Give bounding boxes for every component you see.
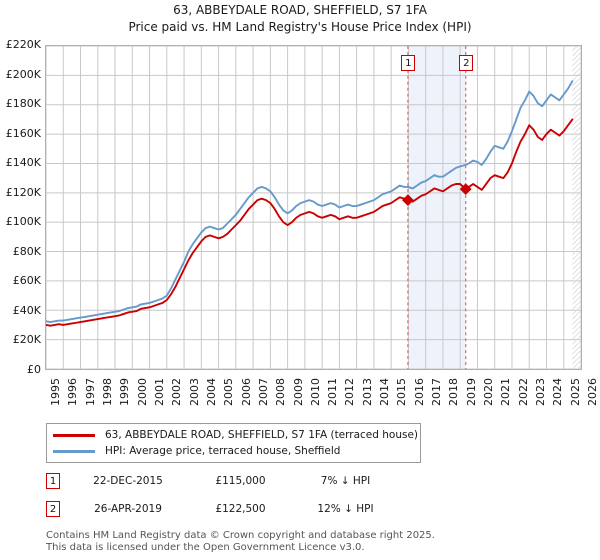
x-axis-tick-label: 2008 bbox=[274, 378, 288, 406]
x-axis-tick-label: 2020 bbox=[482, 378, 496, 406]
transaction-date-2: 26-APR-2019 bbox=[94, 503, 162, 515]
x-axis-tick-label: 2003 bbox=[187, 378, 201, 406]
x-axis-tick-label: 1998 bbox=[100, 378, 114, 406]
x-axis-tick-label: 2023 bbox=[534, 378, 548, 406]
y-axis-tick-label: £180K bbox=[5, 97, 41, 111]
chart-plot-area bbox=[45, 45, 582, 370]
plot-marker-label-2: 2 bbox=[459, 55, 474, 71]
x-axis-tick-label: 2024 bbox=[551, 378, 565, 406]
x-axis-tick-label: 2000 bbox=[135, 378, 149, 406]
x-axis-tick-label: 2001 bbox=[152, 378, 166, 406]
legend-label-price-paid: 63, ABBEYDALE ROAD, SHEFFIELD, S7 1FA (t… bbox=[105, 429, 419, 441]
x-axis-tick-label: 2016 bbox=[412, 378, 426, 406]
series-line-0 bbox=[46, 118, 574, 327]
y-axis-tick-label: £200K bbox=[5, 67, 41, 81]
transaction-badge-1: 1 bbox=[46, 473, 60, 489]
legend-label-hpi: HPI: Average price, terraced house, Shef… bbox=[105, 445, 341, 457]
x-axis-tick-label: 2010 bbox=[308, 378, 322, 406]
transaction-row: 1 22-DEC-2015 £115,000 7% ↓ HPI bbox=[46, 472, 426, 490]
title-line-2: Price paid vs. HM Land Registry's House … bbox=[128, 20, 472, 34]
x-axis-tick-label: 2014 bbox=[378, 378, 392, 406]
x-axis-tick-label: 2013 bbox=[360, 378, 374, 406]
x-axis-tick-label: 2019 bbox=[464, 378, 478, 406]
transaction-price-2: £122,500 bbox=[215, 503, 266, 515]
x-axis-tick-label: 1995 bbox=[49, 378, 62, 406]
x-axis-tick-label: 1997 bbox=[83, 378, 97, 406]
footer-line-2: This data is licensed under the Open Gov… bbox=[46, 542, 365, 553]
x-axis-tick-label: 1996 bbox=[66, 378, 80, 406]
y-axis-tick-label: £100K bbox=[5, 215, 41, 229]
x-axis-tick-label: 2007 bbox=[256, 378, 270, 406]
series-line-1 bbox=[46, 80, 574, 323]
x-axis-tick-label: 2018 bbox=[447, 378, 461, 406]
x-axis-tick-label: 2017 bbox=[430, 378, 444, 406]
chart-gridlines bbox=[46, 46, 581, 369]
transaction-price-1: £115,000 bbox=[215, 475, 266, 487]
x-axis-tick-label: 1999 bbox=[118, 378, 132, 406]
transaction-row: 2 26-APR-2019 £122,500 12% ↓ HPI bbox=[46, 500, 426, 518]
legend-swatch-hpi bbox=[53, 449, 95, 453]
y-axis-tick-label: £140K bbox=[5, 156, 41, 170]
x-axis-tick-label: 2025 bbox=[568, 378, 582, 406]
x-axis-tick-label: 2015 bbox=[395, 378, 409, 406]
footer-line-1: Contains HM Land Registry data © Crown c… bbox=[46, 530, 435, 541]
x-axis-tick-label: 2009 bbox=[291, 378, 305, 406]
x-axis-tick-label: 2005 bbox=[222, 378, 236, 406]
highlight-band-layer bbox=[407, 46, 466, 369]
y-axis-tick-label: £220K bbox=[5, 38, 41, 51]
x-axis-tick-label: 2004 bbox=[204, 378, 218, 406]
x-axis-tick-label: 2006 bbox=[239, 378, 253, 406]
x-axis-tick-label: 2026 bbox=[586, 378, 599, 406]
legend-swatch-price-paid bbox=[53, 433, 95, 437]
x-axis-tick-label: 2011 bbox=[326, 378, 340, 406]
page-title: 63, ABBEYDALE ROAD, SHEFFIELD, S7 1FA Pr… bbox=[0, 2, 600, 36]
y-axis-tick-label: £160K bbox=[5, 126, 41, 140]
footer-attribution: Contains HM Land Registry data © Crown c… bbox=[46, 530, 576, 554]
x-axis-tick-label: 2022 bbox=[516, 378, 530, 406]
transaction-hpi-delta-2: 12% ↓ HPI bbox=[317, 503, 374, 515]
chart-legend: 63, ABBEYDALE ROAD, SHEFFIELD, S7 1FA (t… bbox=[46, 423, 421, 463]
transaction-badge-2: 2 bbox=[46, 501, 60, 517]
legend-item-price-paid: 63, ABBEYDALE ROAD, SHEFFIELD, S7 1FA (t… bbox=[53, 427, 418, 443]
title-line-1: 63, ABBEYDALE ROAD, SHEFFIELD, S7 1FA bbox=[173, 3, 427, 17]
chart-series-layer bbox=[46, 46, 574, 369]
y-axis-tick-label: £80K bbox=[12, 244, 41, 258]
plot-marker-label-1: 1 bbox=[401, 55, 416, 71]
x-axis-tick-label: 2002 bbox=[170, 378, 184, 406]
transaction-hpi-delta-1: 7% ↓ HPI bbox=[320, 475, 371, 487]
transaction-date-1: 22-DEC-2015 bbox=[93, 475, 163, 487]
y-axis-tick-label: £0 bbox=[27, 363, 41, 376]
y-axis-tick-label: £40K bbox=[12, 303, 41, 317]
y-axis-tick-label: £20K bbox=[12, 333, 41, 347]
x-axis-tick-label: 2012 bbox=[343, 378, 357, 406]
x-axis-tick-label: 2021 bbox=[499, 378, 513, 406]
legend-item-hpi: HPI: Average price, terraced house, Shef… bbox=[53, 443, 414, 459]
y-axis-tick-label: £60K bbox=[12, 274, 41, 288]
y-axis-tick-label: £120K bbox=[5, 185, 41, 199]
